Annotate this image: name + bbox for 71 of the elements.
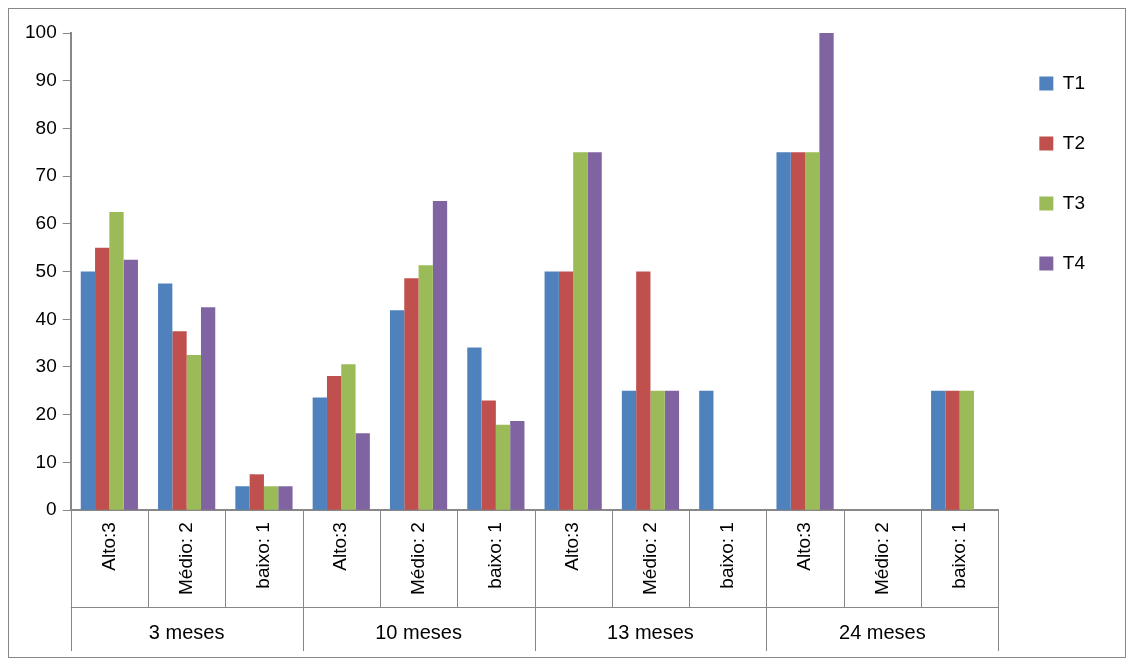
bar	[544, 271, 559, 510]
legend-label: T1	[1062, 71, 1086, 93]
bar	[341, 364, 356, 510]
bar	[636, 271, 651, 510]
bar	[959, 390, 974, 510]
legend-label: T4	[1062, 251, 1086, 273]
x-tick-label: Médio: 2	[870, 522, 892, 595]
bar	[389, 310, 405, 510]
y-tick-label: 10	[35, 450, 57, 472]
x-tick-label: baixo: 1	[716, 522, 737, 589]
x-tick-label: Alto:3	[329, 522, 351, 571]
y-tick-label: 70	[35, 164, 57, 186]
legend-label: T2	[1062, 131, 1086, 153]
bar	[326, 376, 342, 510]
y-tick-label: 50	[35, 259, 57, 281]
bar	[587, 152, 602, 510]
bar	[158, 283, 173, 510]
bar	[790, 152, 806, 510]
bar	[819, 33, 834, 510]
bar	[467, 347, 482, 510]
bar	[805, 152, 820, 510]
bar	[186, 355, 201, 510]
bar	[263, 486, 279, 510]
bar	[172, 331, 187, 510]
x-tick-label: Médio: 2	[174, 522, 196, 595]
y-tick-label: 20	[35, 402, 57, 424]
bar	[95, 247, 110, 510]
y-tick-label: 80	[35, 116, 57, 138]
bar	[249, 474, 264, 510]
bar	[945, 390, 960, 510]
bar	[200, 307, 216, 510]
bar	[418, 265, 433, 510]
bar	[123, 259, 138, 510]
y-tick-label: 30	[35, 355, 57, 377]
text: 10 meses	[375, 620, 462, 643]
y-tick-label: 90	[35, 68, 57, 90]
x-tick-label: Alto:3	[561, 522, 583, 571]
x-tick-label: baixo: 1	[947, 522, 969, 589]
bar	[664, 390, 680, 510]
text: 24 meses	[839, 620, 926, 643]
x-tick-label: Alto:3	[97, 522, 119, 571]
bar	[621, 390, 637, 510]
y-tick-label: 100	[25, 21, 57, 43]
legend-label: T3	[1062, 191, 1086, 213]
bar	[650, 390, 665, 510]
bar	[495, 424, 511, 510]
bar	[80, 271, 96, 510]
bar	[699, 390, 714, 510]
bar	[481, 400, 496, 510]
y-tick-label: 60	[35, 212, 57, 234]
bar	[573, 152, 588, 510]
x-tick-label: Médio: 2	[406, 522, 428, 595]
x-tick-label: baixo: 1	[484, 522, 506, 589]
bar	[776, 152, 791, 510]
bar	[355, 433, 370, 510]
bar	[510, 420, 525, 510]
text: 13 meses	[607, 620, 694, 643]
bar	[312, 397, 327, 510]
bar	[931, 390, 946, 510]
bar	[109, 211, 124, 510]
bar	[432, 200, 448, 510]
y-tick-label: 40	[35, 307, 57, 329]
x-tick-label: baixo: 1	[252, 522, 274, 589]
x-tick-label: Médio: 2	[638, 522, 660, 595]
bar	[558, 271, 574, 510]
bar	[278, 486, 293, 510]
text: 3 meses	[148, 620, 225, 643]
bar	[235, 486, 250, 510]
bar	[404, 278, 419, 510]
y-tick-label: 0	[46, 498, 57, 520]
x-tick-label: Alto:3	[793, 522, 815, 571]
